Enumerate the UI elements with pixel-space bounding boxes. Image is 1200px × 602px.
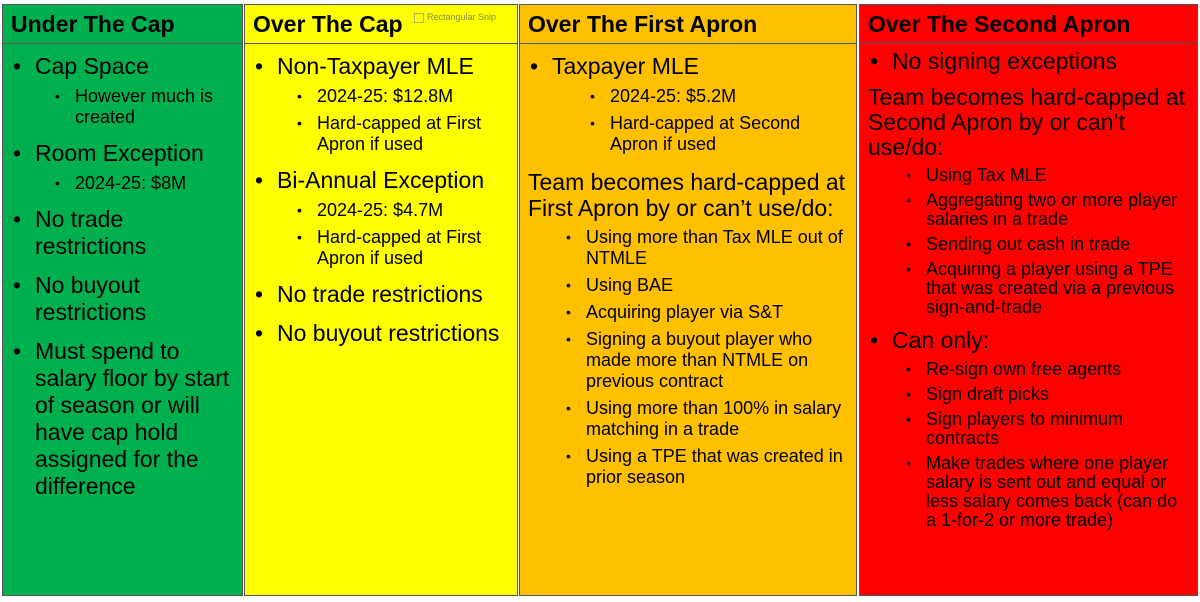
- restriction-list: Using more than Tax MLE out of NTMLE Usi…: [528, 227, 850, 488]
- sub-list-item: Sending out cash in trade: [868, 235, 1191, 255]
- list-item: Room Exception 2024-25: $8M: [11, 140, 236, 194]
- sub-list-item: Hard-capped at First Apron if used: [277, 113, 511, 155]
- column-over-first-apron: Over The First Apron Taxpayer MLE 2024-2…: [519, 4, 857, 596]
- column-header: Over The Cap: [245, 5, 517, 44]
- hard-cap-heading: Team becomes hard-capped at First Apron …: [528, 169, 846, 221]
- bullet-list: Can only:: [868, 327, 1191, 354]
- list-item: No buyout restrictions: [253, 320, 511, 347]
- sub-list-item: Sign players to minimum contracts: [868, 410, 1191, 448]
- hard-cap-heading: Team becomes hard-capped at Second Apron…: [868, 84, 1186, 160]
- bullet-list: No signing exceptions: [868, 48, 1191, 75]
- sub-list-item: 2024-25: $12.8M: [277, 86, 511, 107]
- sub-list-item: Hard-capped at Second Apron if used: [552, 113, 850, 155]
- column-over-the-cap: Over The Cap Non-Taxpayer MLE 2024-25: $…: [244, 4, 518, 596]
- snip-icon: [414, 12, 424, 23]
- sub-list-item: However much is created: [35, 86, 236, 128]
- bullet-list: Taxpayer MLE 2024-25: $5.2M Hard-capped …: [528, 53, 850, 155]
- list-item: Non-Taxpayer MLE 2024-25: $12.8M Hard-ca…: [253, 53, 511, 155]
- sub-list-item: Using more than 100% in salary matching …: [528, 398, 850, 440]
- list-item: No buyout restrictions: [11, 272, 236, 326]
- sub-list-item: Using more than Tax MLE out of NTMLE: [528, 227, 850, 269]
- column-under-the-cap: Under The Cap Cap Space However much is …: [2, 4, 243, 596]
- sub-list-item: Signing a buyout player who made more th…: [528, 329, 850, 392]
- column-over-second-apron: Over The Second Apron No signing excepti…: [859, 4, 1198, 596]
- sub-list-item: Re-sign own free agents: [868, 360, 1191, 380]
- allowed-list: Re-sign own free agents Sign draft picks…: [868, 360, 1191, 530]
- bullet-list: Non-Taxpayer MLE 2024-25: $12.8M Hard-ca…: [253, 53, 511, 347]
- sub-list-item: Using BAE: [528, 275, 850, 296]
- snip-overlay-label: Rectangular Snip: [414, 12, 496, 23]
- sub-list-item: Hard-capped at First Apron if used: [277, 227, 511, 269]
- sub-list-item: 2024-25: $5.2M: [552, 86, 850, 107]
- list-item: No signing exceptions: [868, 48, 1191, 75]
- list-item: Bi-Annual Exception 2024-25: $4.7M Hard-…: [253, 167, 511, 269]
- restriction-list: Using Tax MLE Aggregating two or more pl…: [868, 166, 1191, 317]
- sub-list-item: Make trades where one player salary is s…: [868, 454, 1191, 530]
- sub-list-item: Acquiring player via S&T: [528, 302, 850, 323]
- sub-list-item: 2024-25: $4.7M: [277, 200, 511, 221]
- sub-list-item: Aggregating two or more player salaries …: [868, 191, 1191, 229]
- sub-list-item: 2024-25: $8M: [35, 173, 236, 194]
- sub-list-item: Acquiring a player using a TPE that was …: [868, 260, 1191, 317]
- list-item: Cap Space However much is created: [11, 53, 236, 128]
- list-item: Must spend to salary floor by start of s…: [11, 338, 236, 500]
- sub-list-item: Using a TPE that was created in prior se…: [528, 446, 850, 488]
- bullet-list: Cap Space However much is created Room E…: [11, 53, 236, 500]
- sub-list-item: Using Tax MLE: [868, 166, 1191, 186]
- column-header: Under The Cap: [3, 5, 242, 44]
- list-item: No trade restrictions: [253, 281, 511, 308]
- list-item: No trade restrictions: [11, 206, 236, 260]
- sub-list-item: Sign draft picks: [868, 385, 1191, 405]
- list-item: Taxpayer MLE 2024-25: $5.2M Hard-capped …: [528, 53, 850, 155]
- column-header: Over The Second Apron: [860, 5, 1197, 44]
- list-item: Can only:: [868, 327, 1191, 354]
- column-header: Over The First Apron: [520, 5, 856, 44]
